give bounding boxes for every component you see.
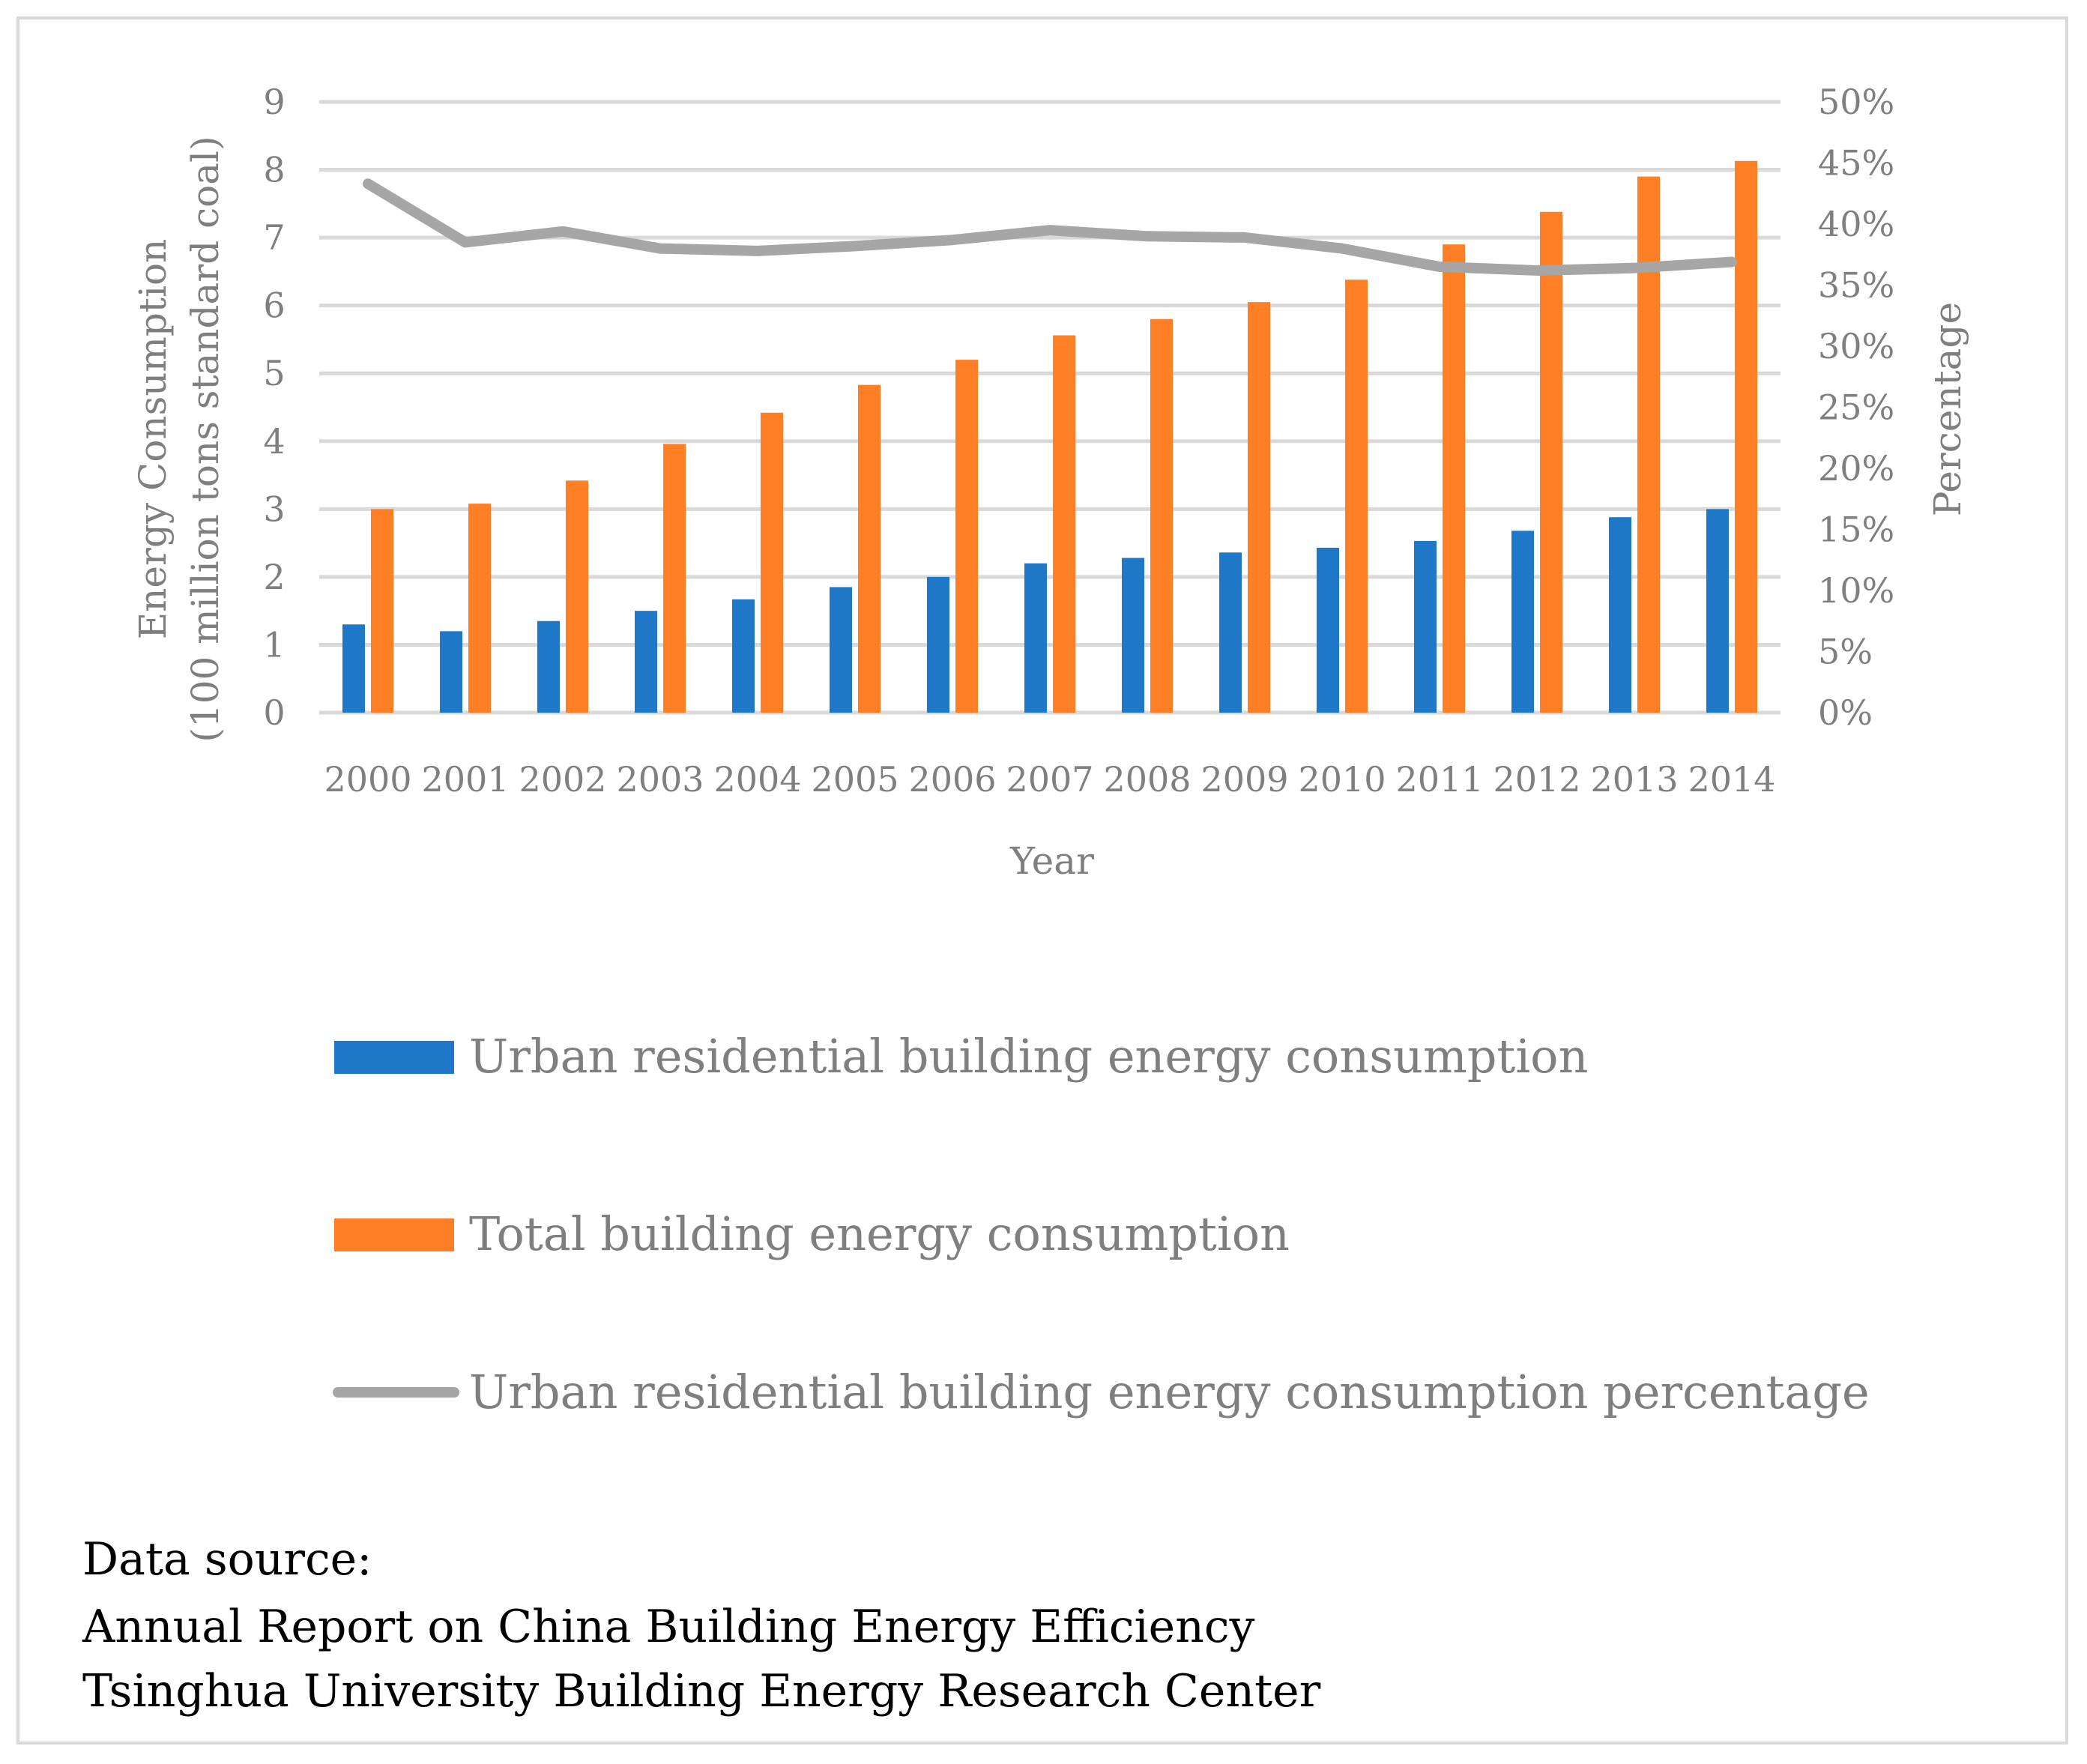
percentage-line bbox=[363, 178, 1737, 276]
y-axis-ticks: 0 1 2 3 4 5 6 7 8 9 bbox=[263, 82, 285, 733]
y2-tick-label: 5% bbox=[1818, 632, 1873, 672]
bar-urban-residential bbox=[830, 587, 852, 713]
y-tick-label: 4 bbox=[263, 421, 285, 462]
y-tick-label: 7 bbox=[263, 217, 285, 258]
legend: Urban residential building energy consum… bbox=[333, 1029, 1870, 1419]
y-tick-label: 9 bbox=[263, 82, 285, 122]
x-tick-label: 2000 bbox=[324, 759, 411, 800]
x-tick-label: 2008 bbox=[1103, 759, 1191, 800]
bar-urban-residential bbox=[1609, 517, 1631, 713]
bar-total-building bbox=[1735, 160, 1757, 713]
bar-total-building bbox=[761, 412, 783, 713]
bar-total-building bbox=[955, 360, 978, 713]
source-line-2: Tsinghua University Building Energy Rese… bbox=[82, 1665, 1321, 1718]
y2-tick-label: 50% bbox=[1818, 82, 1894, 122]
bar-urban-residential bbox=[1219, 552, 1242, 713]
y-tick-label: 0 bbox=[263, 692, 285, 733]
bar-urban-residential bbox=[1511, 531, 1534, 713]
legend-label-urban: Urban residential building energy consum… bbox=[469, 1029, 1588, 1084]
bar-urban-residential bbox=[1706, 509, 1729, 713]
y-axis-title-line2: (100 million tons standard coal) bbox=[184, 136, 227, 742]
bar-total-building bbox=[1053, 335, 1075, 713]
bar-total-building bbox=[468, 504, 491, 713]
bar-total-building bbox=[371, 509, 393, 713]
bar-urban-residential bbox=[342, 624, 365, 713]
bar-total-building bbox=[858, 384, 881, 713]
y-tick-label: 2 bbox=[263, 557, 285, 597]
legend-label-percentage: Urban residential building energy consum… bbox=[469, 1365, 1870, 1419]
y2-tick-label: 45% bbox=[1818, 143, 1894, 184]
y2-tick-label: 30% bbox=[1818, 326, 1894, 366]
bar-total-building bbox=[1637, 176, 1660, 713]
source-line-1: Annual Report on China Building Energy E… bbox=[82, 1601, 1255, 1653]
x-tick-label: 2009 bbox=[1200, 759, 1288, 800]
bar-total-building bbox=[1150, 318, 1173, 713]
y2-tick-label: 35% bbox=[1818, 265, 1894, 306]
y-tick-label: 5 bbox=[263, 353, 285, 393]
bar-urban-residential bbox=[927, 576, 949, 713]
bar-urban-residential bbox=[1414, 540, 1437, 713]
y2-tick-label: 20% bbox=[1818, 448, 1894, 489]
x-axis-ticks: 2000 2001 2002 2003 2004 2005 2006 2007 2008 2009… bbox=[324, 759, 1775, 800]
x-tick-label: 2006 bbox=[908, 759, 996, 800]
bar-urban-residential bbox=[440, 631, 462, 713]
y2-tick-label: 25% bbox=[1818, 387, 1894, 428]
bar-total-building bbox=[566, 480, 588, 713]
x-tick-label: 2013 bbox=[1590, 759, 1678, 800]
bar-total-building bbox=[663, 444, 686, 713]
x-axis-title: Year bbox=[1009, 839, 1094, 883]
x-tick-label: 2010 bbox=[1298, 759, 1386, 800]
x-tick-label: 2005 bbox=[811, 759, 898, 800]
bar-total-building bbox=[1248, 302, 1270, 713]
legend-swatch-urban bbox=[334, 1041, 454, 1074]
y2-tick-label: 15% bbox=[1818, 510, 1894, 550]
x-tick-label: 2007 bbox=[1006, 759, 1093, 800]
bar-urban-residential bbox=[1024, 563, 1047, 713]
bar-urban-residential bbox=[1317, 547, 1339, 713]
x-tick-label: 2012 bbox=[1493, 759, 1580, 800]
bar-total-building bbox=[1345, 280, 1368, 713]
x-tick-label: 2014 bbox=[1688, 759, 1775, 800]
y-tick-label: 6 bbox=[263, 286, 285, 326]
y-tick-label: 1 bbox=[263, 624, 285, 665]
y-tick-label: 8 bbox=[263, 150, 285, 190]
bars bbox=[342, 160, 1757, 713]
y2-tick-label: 10% bbox=[1818, 570, 1894, 611]
x-tick-label: 2001 bbox=[421, 759, 509, 800]
bar-urban-residential bbox=[635, 611, 657, 713]
bar-urban-residential bbox=[1122, 558, 1144, 713]
source-label: Data source: bbox=[82, 1533, 372, 1586]
y-tick-label: 3 bbox=[263, 489, 285, 529]
bar-total-building bbox=[1540, 211, 1562, 713]
x-tick-label: 2002 bbox=[519, 759, 606, 800]
y2-tick-label: 0% bbox=[1818, 692, 1873, 733]
chart: 0 1 2 3 4 5 6 7 8 9 0% 5% 10% 15% 20% 25% 30% 35% 40% 45% 5… bbox=[131, 82, 1969, 1419]
y2-axis-ticks: 0% 5% 10% 15% 20% 25% 30% 35% 40% 45% 50% bbox=[1818, 82, 1894, 733]
legend-swatch-total bbox=[334, 1218, 454, 1251]
x-tick-label: 2004 bbox=[713, 759, 801, 800]
figure-frame: 0 1 2 3 4 5 6 7 8 9 0% 5% 10% 15% 20% 25% 30% 35% 40% 45% 5… bbox=[16, 16, 2068, 1745]
bar-total-building bbox=[1443, 244, 1465, 713]
percentage-line-group bbox=[363, 178, 1737, 276]
x-tick-label: 2011 bbox=[1395, 759, 1483, 800]
bar-urban-residential bbox=[537, 620, 560, 713]
y-axis-title-line1: Energy Consumption bbox=[131, 239, 175, 640]
y2-tick-label: 40% bbox=[1818, 204, 1894, 244]
gridlines bbox=[319, 100, 1781, 715]
x-tick-label: 2003 bbox=[616, 759, 704, 800]
legend-label-total: Total building energy consumption bbox=[469, 1206, 1290, 1261]
bar-urban-residential bbox=[732, 599, 755, 713]
y2-axis-title: Percentage bbox=[1926, 302, 1969, 516]
